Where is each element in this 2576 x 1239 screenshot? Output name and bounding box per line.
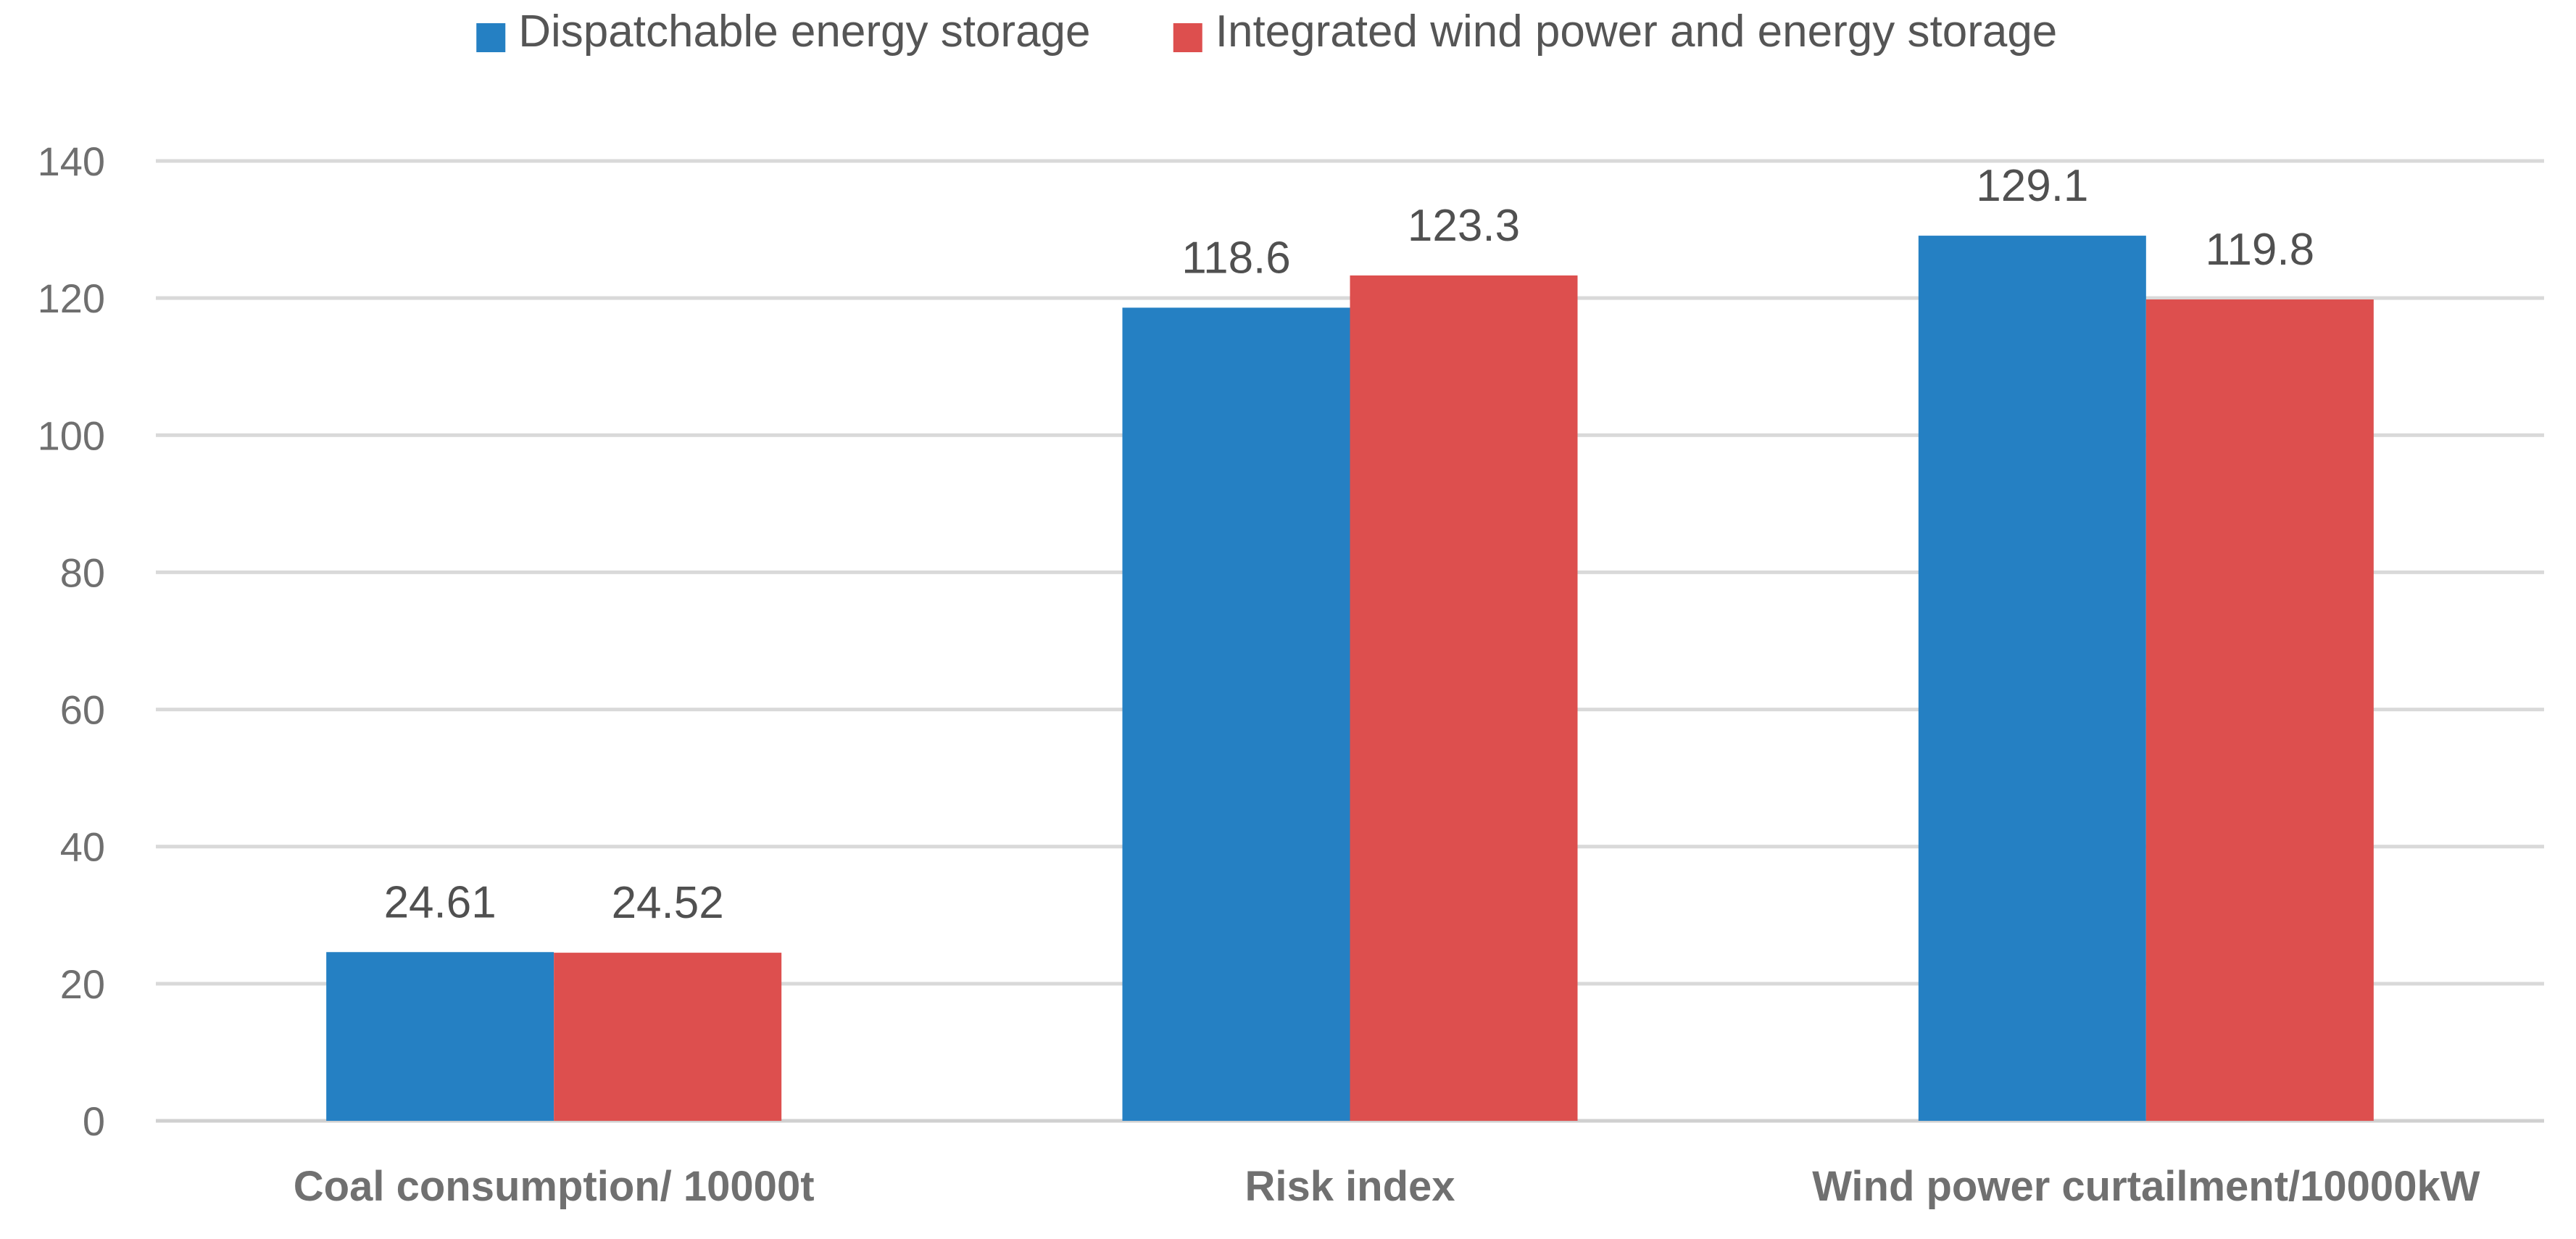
bar-dispatchable-1 bbox=[1122, 307, 1350, 1122]
bar-integrated-2 bbox=[2145, 299, 2374, 1121]
y-tick-label: 100 bbox=[38, 413, 105, 458]
x-category-label: Risk index bbox=[1245, 1163, 1455, 1210]
y-tick-label: 80 bbox=[60, 550, 105, 595]
data-label: 123.3 bbox=[1408, 201, 1520, 251]
data-label: 129.1 bbox=[1976, 161, 2088, 211]
bar-integrated-1 bbox=[1350, 275, 1578, 1121]
legend-label: Dispatchable energy storage bbox=[518, 7, 1090, 57]
y-tick-label: 60 bbox=[60, 687, 105, 733]
data-label: 119.8 bbox=[2206, 225, 2315, 275]
legend-swatch bbox=[476, 23, 506, 52]
data-labels: 24.61 24.52 118.6 123.3 129.1 119.8 bbox=[384, 161, 2315, 928]
data-label: 118.6 bbox=[1181, 233, 1291, 283]
y-axis-ticks: 0 20 40 60 80 100 120 140 bbox=[38, 138, 105, 1144]
x-axis-categories: Coal consumption/ 10000t Risk index Wind p… bbox=[294, 1163, 2480, 1210]
y-tick-label: 140 bbox=[38, 138, 105, 184]
legend-swatch bbox=[1173, 23, 1202, 52]
bar-dispatchable-2 bbox=[1918, 236, 2146, 1121]
legend: Dispatchable energy storage Integrated wi… bbox=[476, 7, 2057, 57]
y-tick-label: 120 bbox=[38, 275, 105, 321]
legend-label: Integrated wind power and energy storage bbox=[1216, 7, 2058, 57]
x-category-label: Coal consumption/ 10000t bbox=[294, 1163, 815, 1210]
data-label: 24.61 bbox=[384, 877, 496, 927]
x-category-label: Wind power curtailment/10000kW bbox=[1812, 1163, 2480, 1210]
y-tick-label: 0 bbox=[83, 1098, 105, 1144]
data-label: 24.52 bbox=[612, 878, 724, 928]
y-tick-label: 40 bbox=[60, 824, 105, 870]
bar-dispatchable-0 bbox=[326, 952, 554, 1121]
y-tick-label: 20 bbox=[60, 961, 105, 1007]
bars bbox=[326, 236, 2374, 1122]
bar-integrated-0 bbox=[554, 953, 782, 1121]
